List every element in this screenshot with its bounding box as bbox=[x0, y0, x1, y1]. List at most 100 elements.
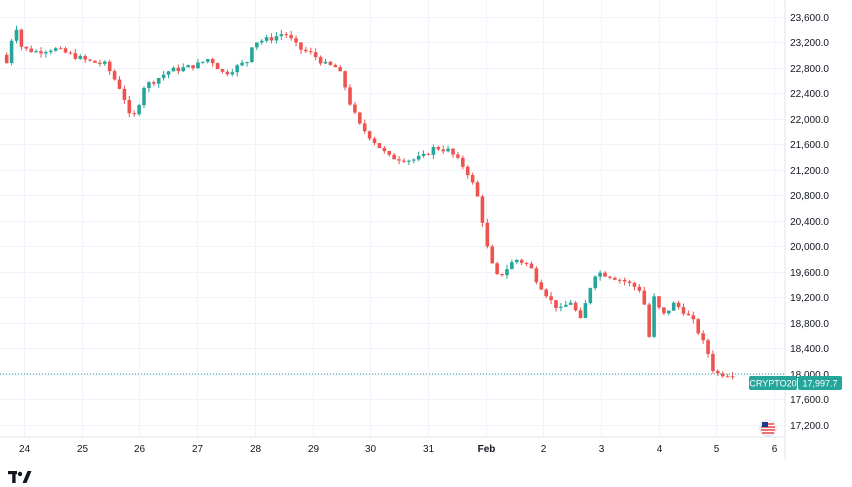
us-flag-icon[interactable] bbox=[759, 419, 777, 437]
candle bbox=[720, 371, 725, 378]
candle bbox=[299, 42, 303, 55]
candle-body bbox=[613, 277, 617, 280]
x-tick-label: 5 bbox=[714, 444, 720, 455]
candle-body bbox=[490, 246, 495, 264]
candle bbox=[68, 51, 73, 55]
candle bbox=[642, 286, 647, 306]
candle-body bbox=[367, 131, 372, 139]
candle bbox=[706, 338, 710, 358]
x-tick-label: 30 bbox=[365, 444, 377, 455]
candle-body bbox=[34, 51, 38, 53]
candle-body bbox=[578, 310, 583, 318]
candle-body bbox=[49, 50, 53, 53]
candle-body bbox=[485, 222, 490, 247]
candle bbox=[559, 302, 563, 312]
candle bbox=[617, 278, 622, 284]
tradingview-logo-icon bbox=[8, 470, 34, 487]
candle-body bbox=[470, 175, 475, 183]
candle-body bbox=[68, 52, 73, 54]
candle bbox=[63, 46, 68, 54]
candle-body bbox=[333, 64, 338, 68]
candle bbox=[514, 259, 519, 265]
candle-body bbox=[166, 71, 171, 75]
candle-body bbox=[686, 313, 691, 316]
candle bbox=[78, 53, 83, 60]
candle bbox=[220, 68, 225, 74]
candle bbox=[358, 111, 362, 125]
candle-body bbox=[269, 37, 274, 41]
candle bbox=[608, 275, 612, 280]
candle-body bbox=[510, 262, 514, 270]
candle bbox=[24, 46, 29, 51]
candle-body bbox=[19, 29, 24, 47]
y-tick-label: 21,200.0 bbox=[790, 166, 829, 177]
candle bbox=[456, 151, 460, 160]
candle bbox=[475, 180, 480, 197]
candle-body bbox=[186, 65, 190, 68]
candle-body bbox=[88, 59, 92, 61]
y-tick-label: 20,000.0 bbox=[790, 242, 829, 253]
candle bbox=[441, 145, 445, 155]
candle-body bbox=[671, 302, 676, 311]
x-tick-label: 4 bbox=[657, 444, 663, 455]
candle-body bbox=[696, 319, 701, 334]
candle-body bbox=[323, 61, 328, 64]
x-tick-label: 25 bbox=[77, 444, 89, 455]
candle bbox=[196, 58, 200, 69]
candle-body bbox=[426, 153, 431, 155]
candle bbox=[588, 287, 593, 305]
candle bbox=[730, 371, 735, 380]
candle bbox=[245, 61, 249, 67]
candle bbox=[225, 69, 230, 77]
candle bbox=[397, 156, 401, 165]
tradingview-brand[interactable] bbox=[8, 470, 34, 487]
candle bbox=[549, 291, 553, 305]
candle-body bbox=[564, 304, 568, 307]
candle-body bbox=[642, 290, 647, 305]
candle bbox=[426, 152, 431, 156]
candle-body bbox=[505, 269, 509, 276]
candle-body bbox=[573, 302, 578, 311]
candle bbox=[652, 293, 656, 338]
x-tick-label: 31 bbox=[423, 444, 435, 455]
candle bbox=[14, 25, 19, 44]
candle-body bbox=[127, 100, 132, 114]
candle-body bbox=[294, 38, 298, 43]
candle bbox=[333, 63, 338, 68]
candle-body bbox=[299, 42, 303, 50]
candle bbox=[416, 151, 421, 162]
x-tick-label: 6 bbox=[772, 444, 778, 455]
candle bbox=[49, 48, 53, 55]
price-axis[interactable]: 17,200.0 17,600.0 18,000.0 18,400.0 18,800.0… bbox=[790, 13, 829, 432]
candle bbox=[343, 70, 347, 91]
candle-body bbox=[14, 29, 19, 41]
candle-body bbox=[181, 67, 186, 72]
candle-body bbox=[362, 123, 367, 132]
candle-body bbox=[706, 340, 710, 354]
candle bbox=[407, 159, 411, 166]
candle-body bbox=[122, 88, 127, 101]
candle-body bbox=[255, 42, 259, 48]
candle-body bbox=[215, 63, 220, 70]
time-axis[interactable]: 24 25 26 27 28 29 30 31 Feb 2 3 4 5 6 bbox=[19, 444, 778, 455]
candle bbox=[235, 63, 240, 77]
candle bbox=[402, 158, 406, 164]
candle-body bbox=[191, 65, 195, 69]
candle bbox=[250, 47, 254, 63]
candle bbox=[279, 29, 284, 41]
candle bbox=[147, 81, 151, 93]
candle-body bbox=[603, 272, 607, 277]
candle bbox=[461, 155, 465, 170]
candle-body bbox=[524, 262, 529, 264]
candle-body bbox=[358, 112, 362, 124]
y-tick-label: 19,200.0 bbox=[790, 293, 829, 304]
candle bbox=[53, 46, 58, 52]
candle bbox=[348, 84, 352, 106]
candle bbox=[691, 311, 696, 324]
candle-body bbox=[78, 56, 83, 59]
candle bbox=[9, 38, 14, 66]
candle bbox=[446, 145, 450, 153]
candle-body bbox=[407, 160, 411, 162]
candle bbox=[156, 77, 161, 89]
candle bbox=[701, 330, 705, 345]
